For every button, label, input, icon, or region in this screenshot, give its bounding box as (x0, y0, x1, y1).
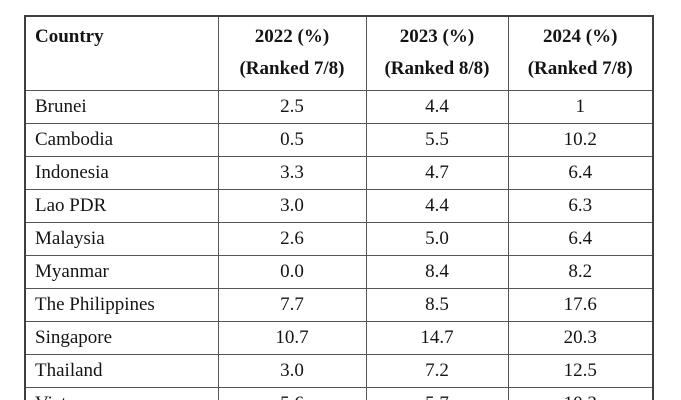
table-row: Thailand 3.0 7.2 12.5 (24, 354, 654, 388)
value-2023-cell: 14.7 (365, 321, 509, 355)
growth-table: Country 2022 (%) (Ranked 7/8) 2023 (%) (… (24, 15, 654, 400)
value-2024-cell: 10.3 (507, 387, 654, 400)
column-header-country: Country (24, 15, 219, 91)
header-row: Country 2022 (%) (Ranked 7/8) 2023 (%) (… (24, 15, 654, 91)
value-2023-cell: 7.2 (365, 354, 509, 388)
table-row: Singapore 10.7 14.7 20.3 (24, 321, 654, 355)
value-2022-cell: 7.7 (217, 288, 367, 322)
table-row: Vietnam5.65.710.3 (24, 387, 654, 400)
value-2024-cell: 17.6 (507, 288, 654, 322)
country-cell: The Philippines (24, 288, 219, 322)
column-header-2024: 2024 (%) (Ranked 7/8) (507, 15, 654, 91)
column-header-2023: 2023 (%) (Ranked 8/8) (365, 15, 509, 91)
value-2023-cell: 4.7 (365, 156, 509, 190)
country-cell: Vietnam (24, 387, 219, 400)
value-2023-cell: 4.4 (365, 90, 509, 124)
country-cell: Brunei (24, 90, 219, 124)
value-2023-cell: 5.0 (365, 222, 509, 256)
header-label-2022: 2022 (%) (254, 26, 330, 47)
value-2022-cell: 3.3 (217, 156, 367, 190)
value-2022-cell: 0.0 (217, 255, 367, 289)
table-row: Lao PDR 3.0 4.4 6.3 (24, 189, 654, 223)
country-cell: Singapore (24, 321, 219, 355)
value-2022-cell: 0.5 (217, 123, 367, 157)
value-2023-cell: 8.4 (365, 255, 509, 289)
country-cell: Lao PDR (24, 189, 219, 223)
country-cell: Indonesia (24, 156, 219, 190)
value-2024-cell: 6.4 (507, 222, 654, 256)
table-row: Myanmar 0.0 8.4 8.2 (24, 255, 654, 289)
country-cell: Cambodia (24, 123, 219, 157)
value-2022-cell: 3.0 (217, 354, 367, 388)
value-2024-cell: 10.2 (507, 123, 654, 157)
country-cell: Malaysia (24, 222, 219, 256)
country-cell: Myanmar (24, 255, 219, 289)
header-label-country: Country (35, 26, 104, 47)
table-body: Brunei 2.5 4.4 1 Cambodia 0.5 5.5 10.2 Indonesia… (24, 90, 654, 400)
value-2022-cell: 2.6 (217, 222, 367, 256)
value-2024-cell: 12.5 (507, 354, 654, 388)
table-row: The Philippines 7.7 8.5 17.6 (24, 288, 654, 322)
value-2022-cell: 5.6 (217, 387, 367, 400)
header-label-2023: 2023 (%) (399, 26, 475, 47)
table-row: Cambodia 0.5 5.5 10.2 (24, 123, 654, 157)
table-row: Indonesia 3.3 4.7 6.4 (24, 156, 654, 190)
value-2024-cell: 1 (507, 90, 654, 124)
value-2023-cell: 4.4 (365, 189, 509, 223)
header-sublabel-2024: (Ranked 7/8) (527, 58, 633, 79)
value-2022-cell: 2.5 (217, 90, 367, 124)
table-row: Brunei 2.5 4.4 1 (24, 90, 654, 124)
table-row: Malaysia 2.6 5.0 6.4 (24, 222, 654, 256)
value-2024-cell: 6.4 (507, 156, 654, 190)
value-2024-cell: 20.3 (507, 321, 654, 355)
value-2023-cell: 5.5 (365, 123, 509, 157)
value-2022-cell: 10.7 (217, 321, 367, 355)
header-sublabel-2022: (Ranked 7/8) (239, 58, 345, 79)
header-label-2024: 2024 (%) (543, 26, 618, 47)
table-header: Country 2022 (%) (Ranked 7/8) 2023 (%) (… (24, 15, 654, 91)
value-2023-cell: 5.7 (365, 387, 509, 400)
country-cell: Thailand (24, 354, 219, 388)
value-2023-cell: 8.5 (365, 288, 509, 322)
value-2024-cell: 6.3 (507, 189, 654, 223)
column-header-2022: 2022 (%) (Ranked 7/8) (217, 15, 367, 91)
value-2022-cell: 3.0 (217, 189, 367, 223)
value-2024-cell: 8.2 (507, 255, 654, 289)
header-sublabel-2023: (Ranked 8/8) (384, 58, 490, 79)
